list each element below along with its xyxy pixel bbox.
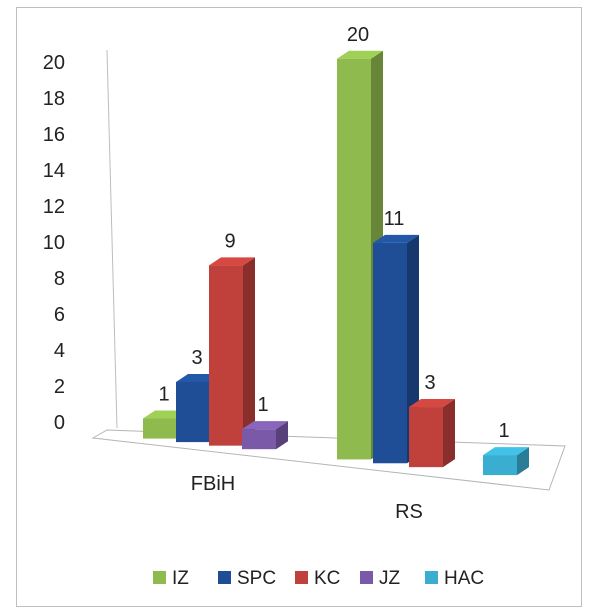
legend-label-jz: JZ: [379, 568, 401, 589]
y-tick-label: 6: [54, 304, 65, 326]
bar-side: [276, 421, 288, 450]
data-label: 3: [191, 347, 202, 369]
data-label: 9: [224, 230, 235, 252]
legend: IZ SPC KC JZ HAC: [153, 568, 484, 589]
x-axis-categories: FBiH RS: [191, 473, 423, 523]
data-label: 1: [498, 420, 509, 442]
data-label: 20: [347, 24, 369, 46]
legend-label-kc: KC: [314, 568, 340, 589]
y-tick-label: 2: [54, 376, 65, 398]
data-label: 1: [158, 384, 169, 406]
bar-iz-fbih: [143, 418, 177, 439]
legend-label-hac: HAC: [444, 568, 484, 589]
bar-top: [242, 421, 288, 430]
y-tick-label: 4: [54, 340, 65, 362]
data-label: 1: [257, 394, 268, 416]
bar-jz-fbih: [242, 429, 276, 450]
legend-swatch-iz: [153, 571, 166, 584]
bar-hac-rs: [483, 455, 517, 476]
y-axis-wall: [106, 49, 118, 429]
y-tick-label: 14: [43, 160, 65, 182]
legend-swatch-jz: [360, 571, 373, 584]
bar-top: [209, 257, 255, 266]
bar-kc-rs: [409, 407, 443, 468]
y-axis-ticks: 0 2 4 6 8 10 12 14 16 18 20: [43, 52, 65, 434]
bar-top: [483, 447, 529, 456]
category-label-rs: RS: [395, 501, 423, 523]
data-label: 3: [424, 372, 435, 394]
y-tick-label: 16: [43, 124, 65, 146]
legend-swatch-spc: [218, 571, 231, 584]
bars: [143, 50, 529, 476]
bar-top: [373, 234, 419, 243]
bar-top: [409, 399, 455, 408]
y-tick-label: 8: [54, 268, 65, 290]
legend-label-iz: IZ: [172, 568, 189, 589]
chart-frame: 0 2 4 6 8 10 12 14 16 18 20 1 3 9 1 20 11 3 1 FBiH RS IZ SP…: [16, 7, 582, 607]
bar-kc-fbih: [209, 265, 243, 446]
y-tick-label: 20: [43, 52, 65, 74]
bar-side: [517, 447, 529, 476]
legend-swatch-hac: [425, 571, 438, 584]
bar-side: [243, 257, 255, 446]
category-label-fbih: FBiH: [191, 473, 235, 495]
bar-spc-rs: [373, 242, 407, 464]
legend-swatch-kc: [295, 571, 308, 584]
bar-spc-fbih: [176, 382, 210, 443]
y-tick-label: 10: [43, 232, 65, 254]
data-label: 11: [384, 208, 405, 230]
legend-label-spc: SPC: [237, 568, 276, 589]
y-tick-label: 18: [43, 88, 65, 110]
y-tick-label: 12: [43, 196, 65, 218]
bar-side: [443, 399, 455, 468]
bar-top: [337, 50, 383, 59]
bar-iz-rs: [337, 58, 371, 460]
y-tick-label: 0: [54, 412, 65, 434]
